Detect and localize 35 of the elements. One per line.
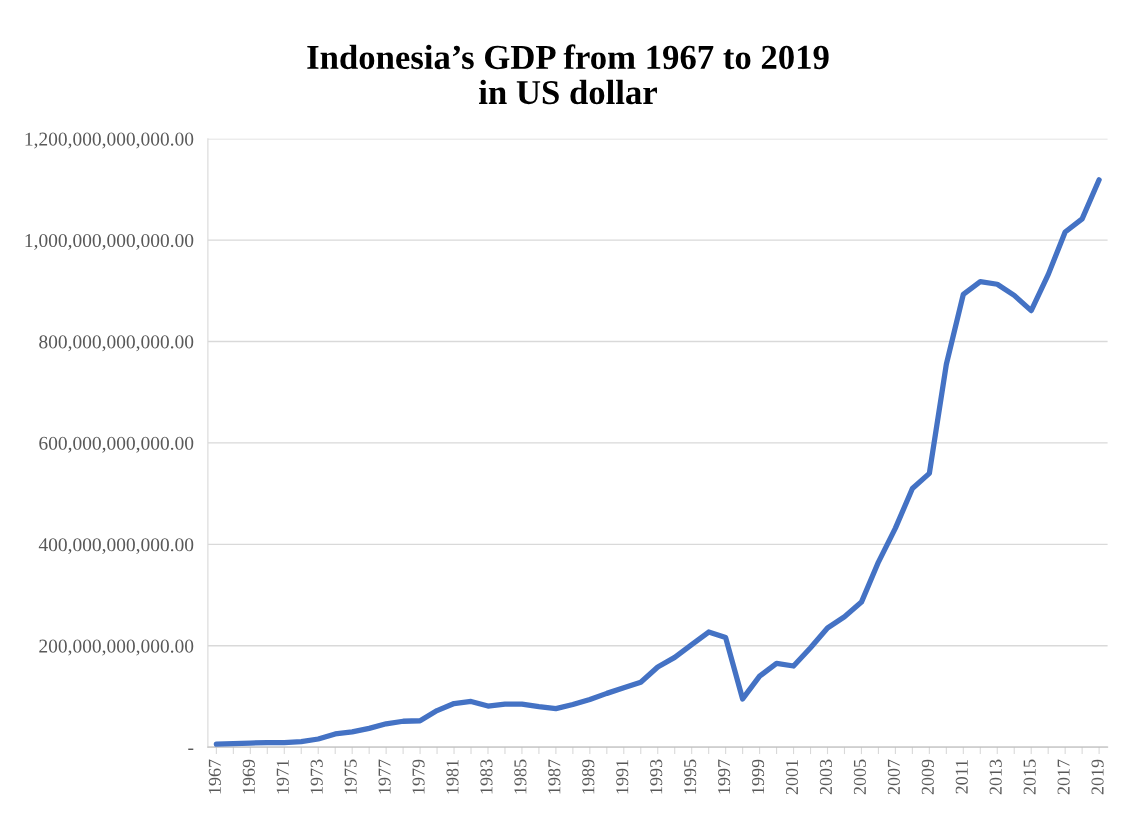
x-tick-label: 1977 — [378, 759, 391, 794]
x-tick-label: 1995 — [684, 759, 697, 794]
y-tick-label: 200,000,000,000.00 — [39, 639, 194, 656]
x-tick-label: 1993 — [650, 759, 663, 794]
x-tick-label: 2017 — [1057, 759, 1070, 795]
x-tick-label: 1979 — [412, 759, 425, 794]
x-tick-label: 1987 — [548, 759, 561, 794]
y-tick-label: 400,000,000,000.00 — [38, 538, 194, 555]
y-tick-label: 600,000,000,000.00 — [39, 436, 194, 453]
x-tick-label: 1975 — [344, 759, 357, 794]
y-tick-label: - — [188, 748, 194, 750]
x-tick-label: 1989 — [582, 759, 595, 794]
x-tick-label: 2011 — [955, 760, 968, 794]
y-tick-label: 1,200,000,000,000.00 — [25, 132, 194, 149]
x-tick-label: 1981 — [446, 760, 459, 794]
x-tick-label: 1999 — [751, 759, 765, 794]
x-tick-label: 2003 — [819, 759, 833, 795]
x-tick-label: 1997 — [718, 759, 731, 794]
x-tick-label: 2013 — [989, 759, 1002, 795]
x-tick-label: 1973 — [310, 759, 323, 794]
x-tick-label: 2009 — [921, 759, 934, 795]
x-tick-label: 1969 — [242, 759, 255, 794]
x-tick-label: 1967 — [208, 759, 221, 794]
y-tick-label: 1,000,000,000,000.00 — [25, 233, 194, 250]
x-tick-label: 1985 — [514, 759, 527, 794]
x-tick-label: 1983 — [480, 759, 493, 794]
chart-title: Indonesia’s GDP from 1967 to 2019 in US dollar — [307, 44, 829, 105]
y-tick-label: 800,000,000,000.00 — [39, 335, 194, 352]
x-tick-label: 2007 — [887, 759, 900, 795]
x-tick-label: 1991 — [616, 760, 629, 794]
x-tick-label: 1971 — [276, 760, 289, 794]
x-tick-label: 2019 — [1091, 759, 1104, 795]
x-tick-label: 2001 — [785, 760, 799, 795]
x-tick-label: 2005 — [853, 759, 866, 795]
x-tick-label: 2015 — [1023, 759, 1036, 795]
